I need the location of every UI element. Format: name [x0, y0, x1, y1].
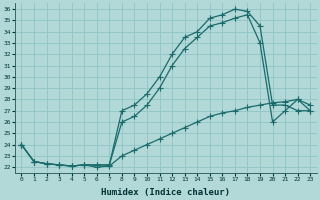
X-axis label: Humidex (Indice chaleur): Humidex (Indice chaleur) [101, 188, 230, 197]
